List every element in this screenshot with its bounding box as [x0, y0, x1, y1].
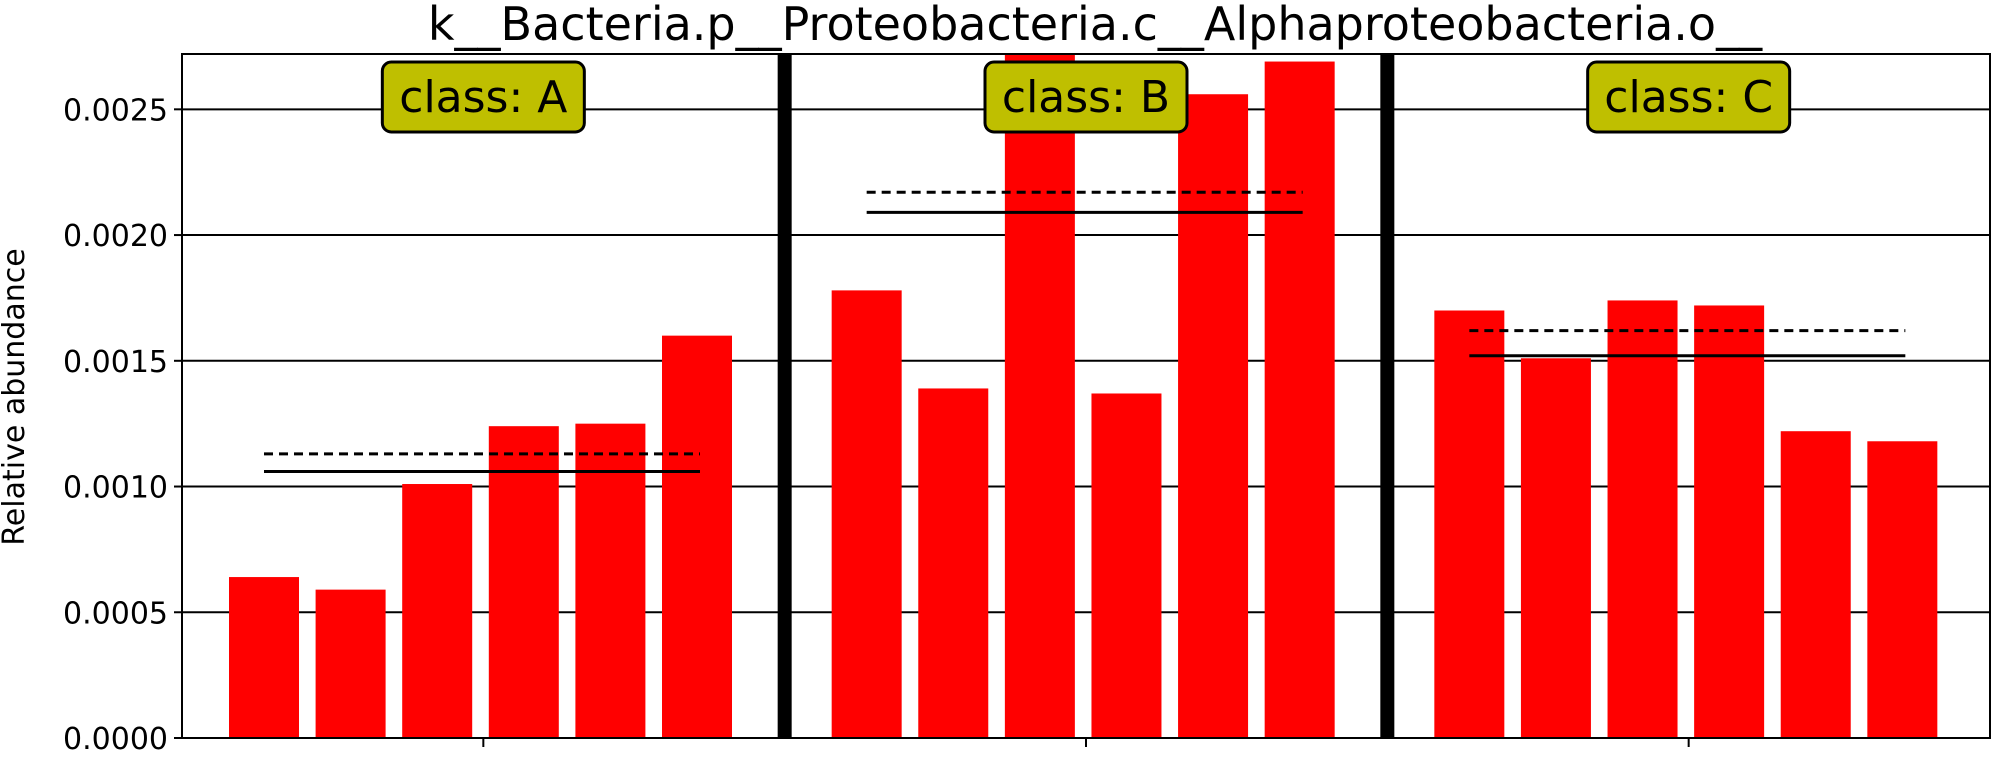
bar — [1264, 61, 1335, 738]
y-tick-label: 0.0025 — [63, 93, 168, 128]
y-axis-label: Relative abundance — [0, 248, 32, 545]
bar — [1434, 310, 1505, 738]
plot-frame — [181, 53, 1991, 739]
y-tick-label: 0.0005 — [63, 596, 168, 631]
bar — [488, 426, 559, 738]
bar — [1867, 441, 1938, 738]
class-badge-label: class: B — [1002, 72, 1170, 123]
bar — [315, 589, 386, 738]
bar — [1780, 431, 1851, 738]
class-badge-label: class: A — [399, 72, 567, 123]
bar — [402, 484, 473, 738]
class-badge: class: C — [1586, 60, 1792, 134]
bar — [1607, 300, 1678, 738]
bar — [1091, 393, 1162, 738]
chart-title: k__Bacteria.p__Proteobacteria.c__Alphapr… — [428, 0, 1763, 51]
bar — [662, 335, 732, 738]
bar — [1520, 358, 1591, 738]
class-badge-box — [380, 60, 586, 134]
bar — [918, 388, 989, 738]
bar — [831, 290, 902, 738]
y-tick-label: 0.0015 — [63, 345, 168, 380]
class-badge-box — [1586, 60, 1792, 134]
bar — [1004, 54, 1075, 738]
class-badge: class: B — [983, 60, 1189, 134]
y-tick-label: 0.0020 — [63, 219, 168, 254]
bar — [1694, 305, 1765, 738]
y-tick-label: 0.0010 — [63, 471, 168, 506]
bar — [1178, 94, 1249, 738]
bar — [229, 577, 299, 738]
class-badge-label: class: C — [1604, 72, 1773, 123]
y-tick-label: 0.0000 — [63, 722, 168, 752]
plot-area — [182, 54, 1990, 738]
class-badge-box — [983, 60, 1189, 134]
class-badge: class: A — [380, 60, 586, 134]
bar — [575, 423, 646, 738]
